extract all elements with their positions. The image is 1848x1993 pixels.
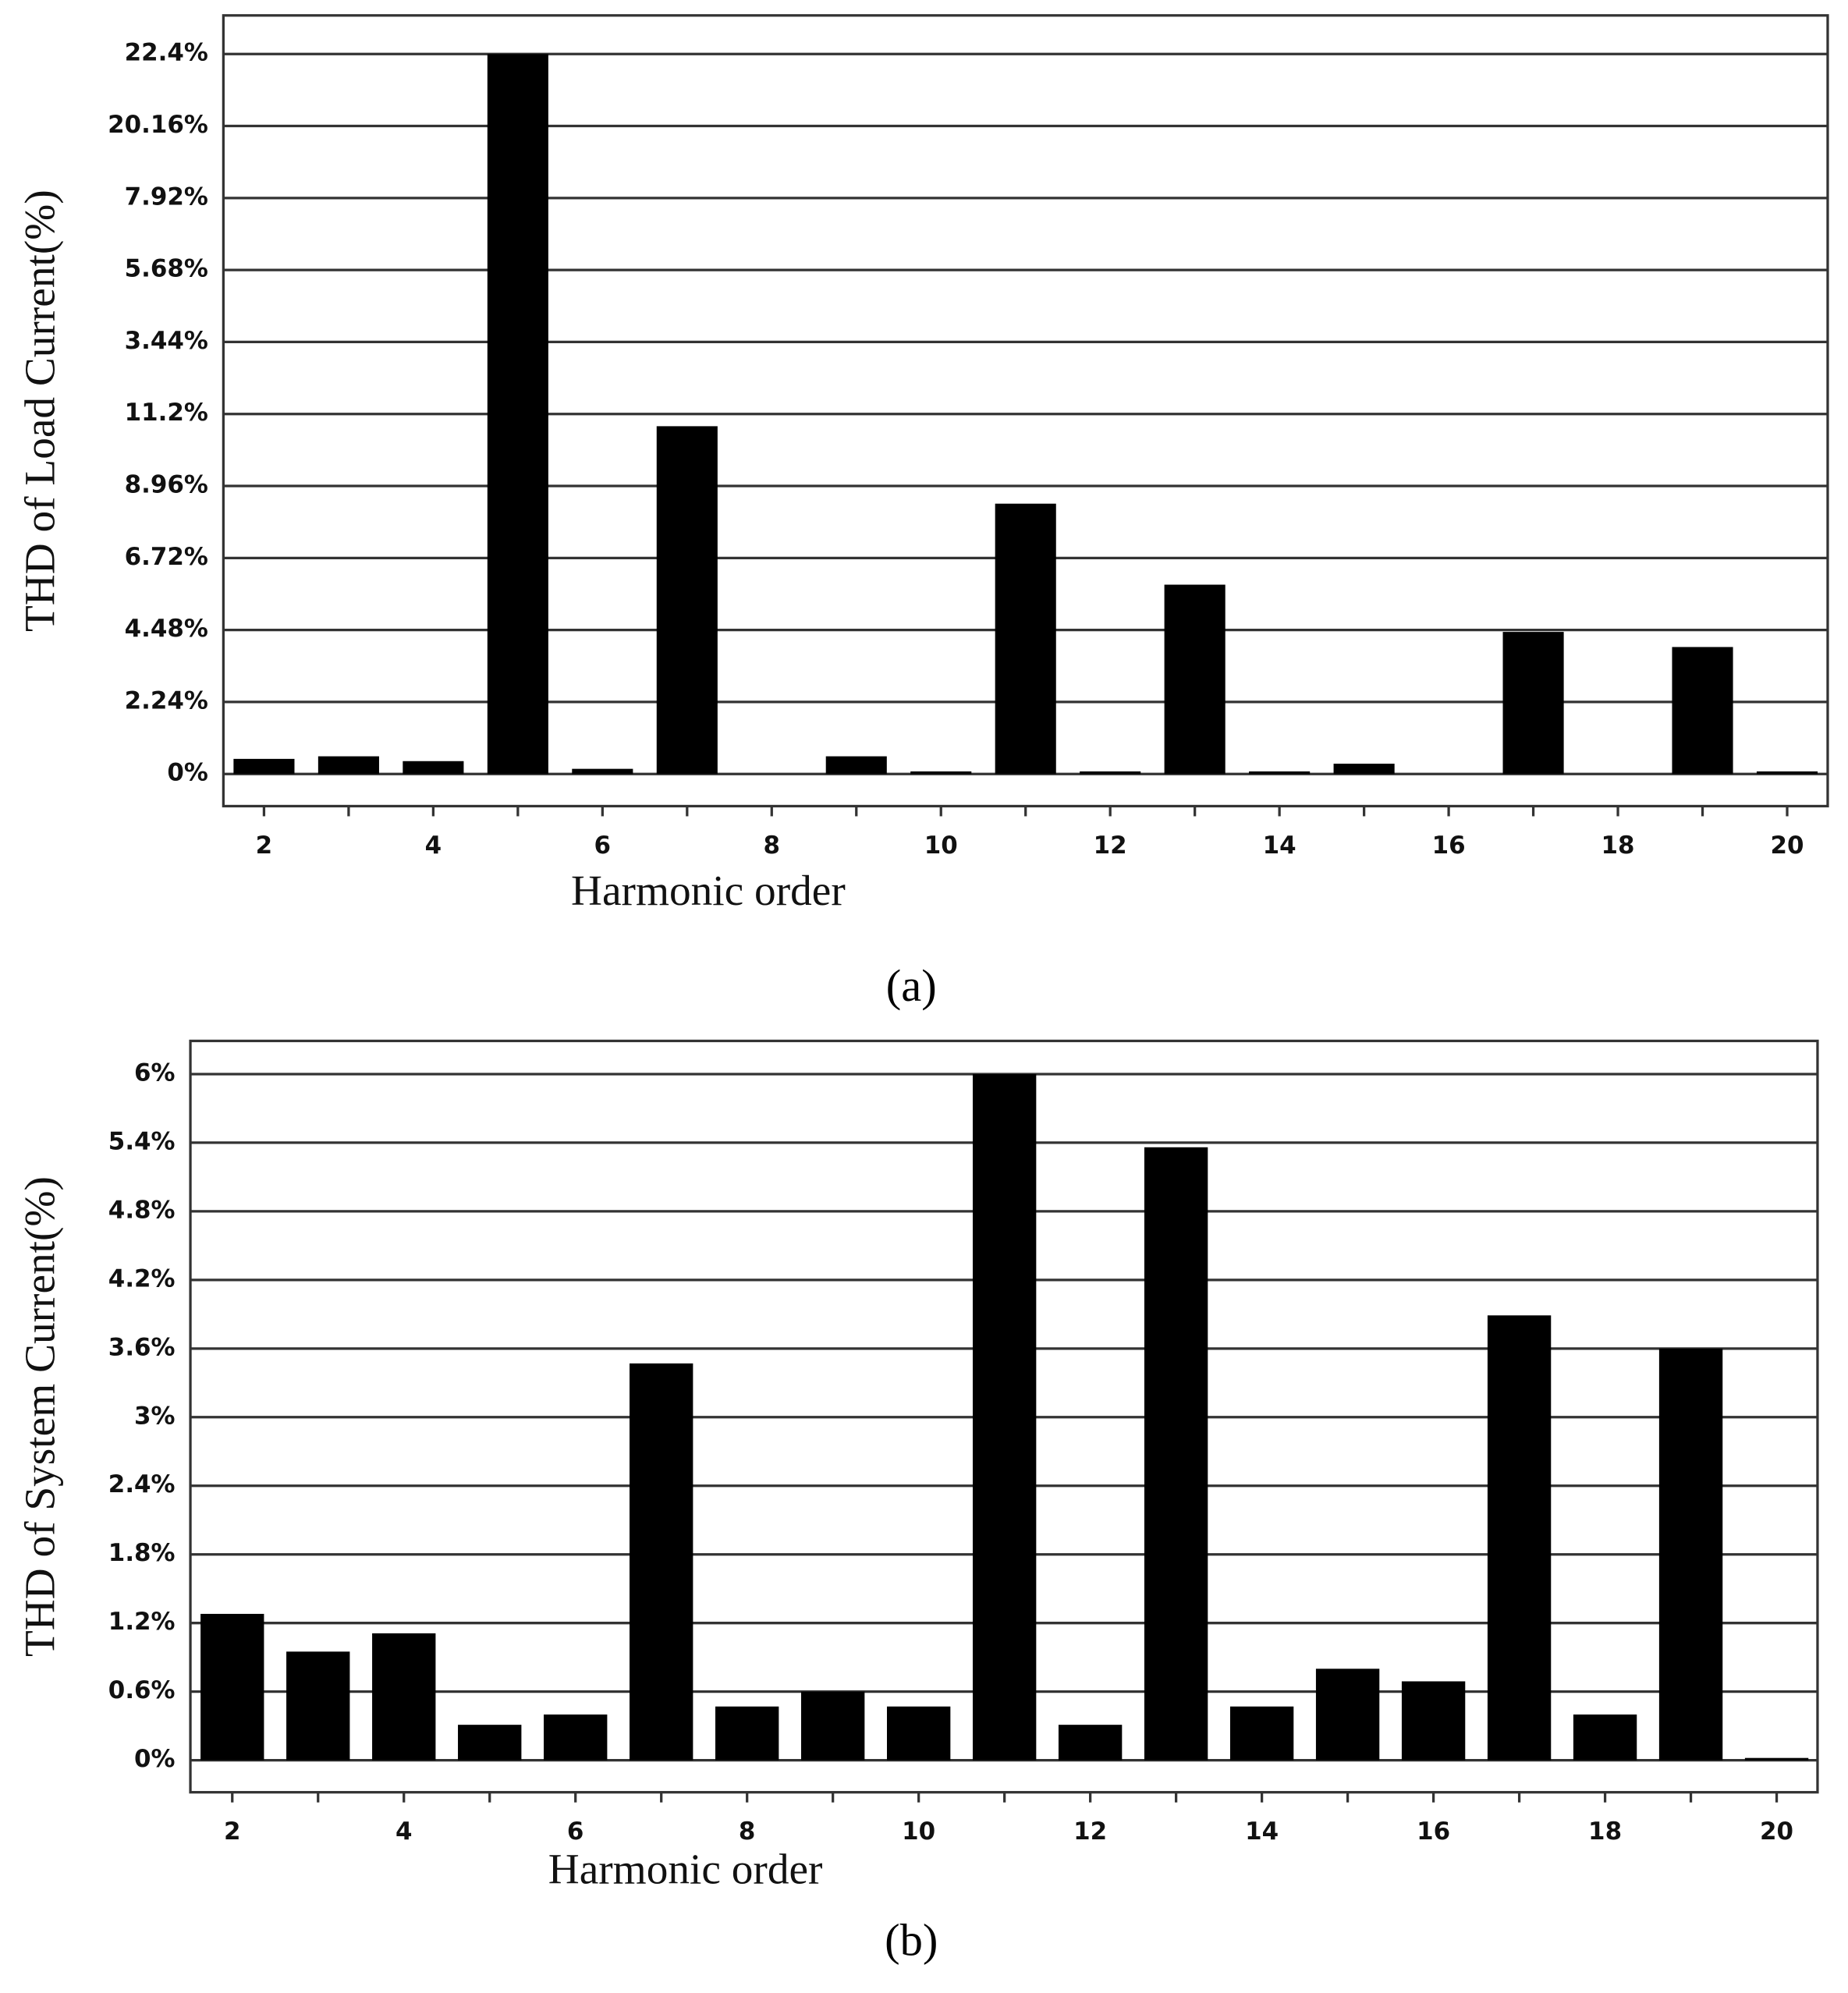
bar bbox=[403, 761, 464, 775]
x-axis-label: Harmonic order bbox=[548, 1846, 823, 1893]
y-tick-label: 3.6% bbox=[108, 1333, 176, 1361]
x-tick-label: 16 bbox=[1417, 1817, 1450, 1846]
y-tick-label: 6% bbox=[134, 1059, 175, 1087]
bar bbox=[200, 1613, 264, 1761]
x-tick-label: 18 bbox=[1601, 832, 1635, 860]
x-tick-label: 8 bbox=[764, 832, 781, 860]
y-tick-label: 2.24% bbox=[125, 686, 208, 715]
bar bbox=[715, 1706, 779, 1761]
bar bbox=[1658, 1348, 1723, 1761]
bar bbox=[1058, 1725, 1123, 1761]
bar bbox=[233, 758, 295, 775]
x-axis-label: Harmonic order bbox=[571, 867, 846, 914]
y-tick-label: 4.2% bbox=[108, 1264, 176, 1293]
bar bbox=[1249, 771, 1311, 775]
x-tick-label: 2 bbox=[256, 832, 273, 860]
y-tick-label: 5.68% bbox=[125, 255, 208, 283]
bar bbox=[1144, 1147, 1208, 1761]
bar bbox=[1756, 771, 1818, 775]
y-tick-label: 0% bbox=[167, 759, 208, 787]
y-tick-label: 6.72% bbox=[125, 543, 208, 571]
x-tick-label: 18 bbox=[1588, 1817, 1622, 1846]
x-tick-label: 4 bbox=[425, 832, 442, 860]
y-tick-label: 8.96% bbox=[125, 471, 208, 499]
bar bbox=[544, 1714, 608, 1761]
y-axis-label: THD of Load Current(%) bbox=[16, 190, 64, 632]
bar bbox=[1744, 1757, 1809, 1761]
y-tick-label: 1.2% bbox=[108, 1608, 176, 1636]
y-tick-label: 0.6% bbox=[108, 1676, 176, 1704]
x-tick-label: 6 bbox=[567, 1817, 584, 1846]
bar bbox=[572, 768, 633, 775]
caption: (a) bbox=[886, 960, 937, 1011]
y-tick-label: 7.92% bbox=[125, 183, 208, 211]
x-tick-label: 8 bbox=[739, 1817, 756, 1846]
bar bbox=[1229, 1706, 1294, 1761]
x-tick-label: 14 bbox=[1245, 1817, 1279, 1846]
y-tick-label: 20.16% bbox=[108, 111, 208, 139]
bar bbox=[995, 503, 1056, 775]
y-tick-label: 5.4% bbox=[108, 1127, 176, 1155]
bar bbox=[1315, 1669, 1380, 1761]
bar bbox=[630, 1363, 693, 1761]
x-tick-label: 20 bbox=[1770, 832, 1804, 860]
y-tick-label: 22.4% bbox=[125, 39, 208, 67]
x-tick-label: 10 bbox=[902, 1817, 935, 1846]
x-tick-label: 12 bbox=[1073, 1817, 1107, 1846]
bar bbox=[1401, 1681, 1466, 1761]
x-tick-label: 20 bbox=[1760, 1817, 1793, 1846]
bar bbox=[910, 771, 972, 775]
x-tick-label: 12 bbox=[1094, 832, 1127, 860]
bar bbox=[317, 756, 379, 775]
y-tick-label: 11.2% bbox=[125, 399, 208, 427]
y-tick-label: 1.8% bbox=[108, 1539, 176, 1567]
bar bbox=[972, 1073, 1037, 1761]
bar bbox=[1573, 1714, 1637, 1761]
bar bbox=[487, 54, 548, 775]
y-tick-label: 4.48% bbox=[125, 615, 208, 643]
bar bbox=[458, 1725, 522, 1761]
bar bbox=[1487, 1315, 1552, 1761]
bar bbox=[825, 756, 887, 775]
x-tick-label: 14 bbox=[1263, 832, 1296, 860]
y-tick-label: 3.44% bbox=[125, 327, 208, 355]
caption: (b) bbox=[885, 1914, 938, 1965]
y-axis-label: THD of System Current(%) bbox=[16, 1176, 64, 1657]
bar bbox=[1333, 764, 1395, 775]
bar bbox=[286, 1651, 350, 1761]
y-tick-label: 3% bbox=[134, 1402, 175, 1430]
bar bbox=[1164, 584, 1225, 775]
bar bbox=[656, 426, 718, 775]
x-tick-label: 4 bbox=[395, 1817, 413, 1846]
bar bbox=[801, 1691, 865, 1761]
bar bbox=[1502, 632, 1564, 775]
y-tick-label: 4.8% bbox=[108, 1196, 176, 1224]
x-tick-label: 2 bbox=[224, 1817, 241, 1846]
bar bbox=[1080, 771, 1141, 775]
bar bbox=[1672, 647, 1733, 775]
x-tick-label: 6 bbox=[594, 832, 612, 860]
bar bbox=[886, 1706, 951, 1761]
x-tick-label: 10 bbox=[924, 832, 958, 860]
y-tick-label: 0% bbox=[134, 1745, 175, 1773]
y-tick-label: 2.4% bbox=[108, 1470, 176, 1498]
bar bbox=[372, 1633, 436, 1761]
x-tick-label: 16 bbox=[1432, 832, 1466, 860]
